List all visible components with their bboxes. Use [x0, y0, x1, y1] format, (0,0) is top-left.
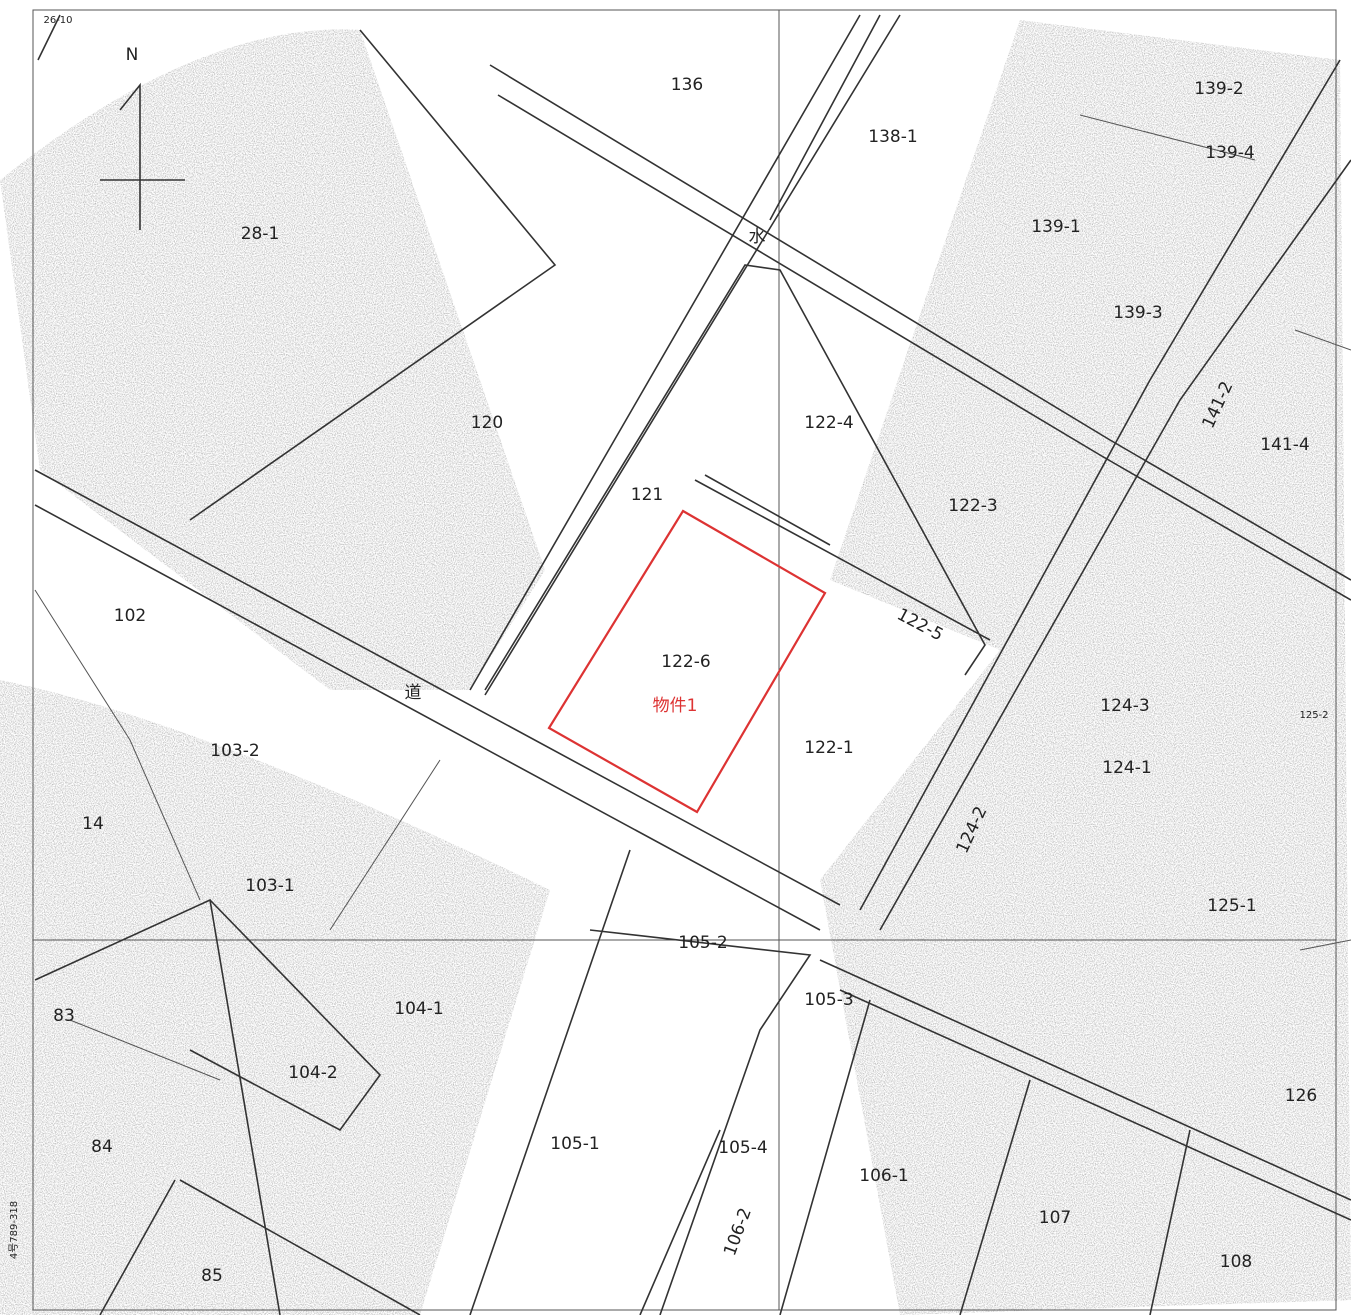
parcel-label: 108 — [1220, 1252, 1252, 1272]
target-parcel — [547, 509, 827, 814]
parcels-106 — [779, 959, 1351, 1315]
parcel-label: 136 — [671, 75, 703, 95]
sheet-frame — [32, 9, 1337, 1311]
water-channel — [489, 64, 1351, 601]
parcel-label: 139-4 — [1205, 143, 1254, 163]
north-arrow — [37, 14, 185, 230]
parcel-121 — [484, 264, 991, 691]
parcels-west-inner — [34, 589, 441, 1081]
shade-e — [820, 20, 1351, 1315]
parcel-label: 104-1 — [394, 999, 443, 1019]
parcel-label: 105-1 — [550, 1134, 599, 1154]
parcels-105 — [469, 849, 812, 1315]
parcel-label: 104-2 — [288, 1063, 337, 1083]
parcel-label: 139-3 — [1113, 303, 1162, 323]
parcels-ne — [1079, 114, 1351, 951]
parcel-label: 107 — [1039, 1208, 1071, 1228]
parcel-label: 124-1 — [1102, 758, 1151, 778]
road-label: 道 — [405, 683, 422, 703]
strip-east — [859, 59, 1351, 931]
target-parcel-number: 122-6 — [661, 652, 710, 672]
parcels-west — [34, 29, 557, 1315]
parcel-label: 126 — [1285, 1086, 1317, 1106]
target-label: 物件1 — [653, 696, 698, 716]
water-label: 水 — [749, 227, 766, 247]
strip-road — [469, 14, 901, 696]
margin-note: 4号789-318 — [8, 1201, 20, 1259]
parcel-label: 105-4 — [718, 1138, 767, 1158]
parcel-label: 122-4 — [804, 413, 853, 433]
parcel-label: 125-1 — [1207, 896, 1256, 916]
parcel-label: 138-1 — [868, 127, 917, 147]
parcel-label: 105-2 — [678, 933, 727, 953]
parcel-label: 103-2 — [210, 741, 259, 761]
parcel-label: 141-4 — [1260, 435, 1309, 455]
north-label: N — [126, 45, 139, 65]
parcel-label: 124-3 — [1100, 696, 1149, 716]
parcel-label: 121 — [631, 485, 663, 505]
parcel-label: 122-3 — [948, 496, 997, 516]
parcel-label: 106-1 — [859, 1166, 908, 1186]
shade-sw — [0, 680, 550, 1315]
parcel-label: 83 — [53, 1006, 75, 1026]
parcel-label: 84 — [91, 1137, 113, 1157]
road — [34, 469, 841, 931]
parcel-label: 139-1 — [1031, 217, 1080, 237]
parcel-label: 122-1 — [804, 738, 853, 758]
parcel-label: 120 — [471, 413, 503, 433]
parcel-label: 105-3 — [804, 990, 853, 1010]
parcel-label: 103-1 — [245, 876, 294, 896]
parcel-label: 14 — [82, 814, 104, 834]
parcel-label: 28-1 — [241, 224, 280, 244]
sheet-corner: 26-10 — [43, 15, 72, 26]
parcel-label: 85 — [201, 1266, 223, 1286]
boundaries — [32, 9, 1351, 1315]
parcel-label: 125-2 — [1299, 710, 1328, 721]
parcel-label: 139-2 — [1194, 79, 1243, 99]
parcel-label: 102 — [114, 606, 146, 626]
